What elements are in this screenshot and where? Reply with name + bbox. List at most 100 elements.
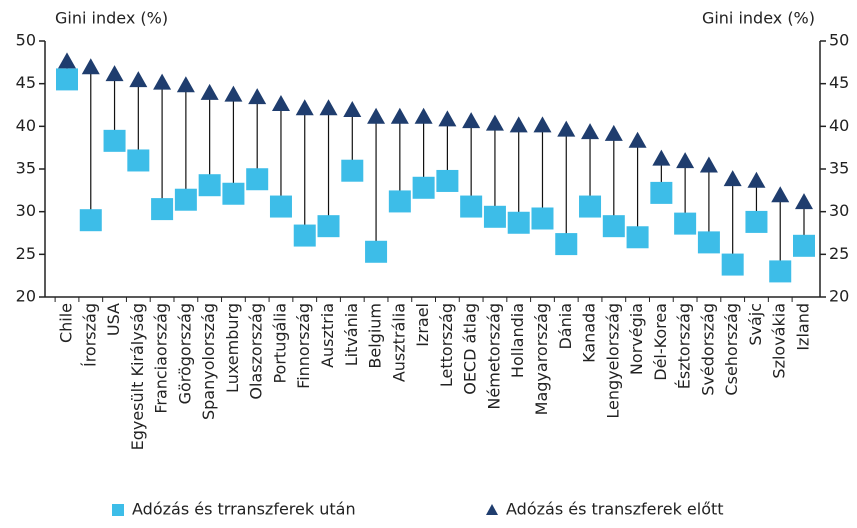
- x-tick-label: Izland: [794, 303, 813, 351]
- triangle-marker: [367, 107, 386, 124]
- y2-tick-label: 20: [829, 287, 849, 306]
- triangle-marker: [176, 76, 195, 93]
- triangle-marker: [414, 107, 433, 124]
- x-tick-label: Hollandia: [508, 303, 527, 378]
- square-marker: [103, 129, 126, 152]
- x-tick-label: Dánia: [556, 303, 575, 350]
- y2-tick-label: 25: [829, 244, 849, 263]
- x-tick-label: Franciaország: [152, 303, 171, 414]
- x-tick-label: Egyesült Királyság: [128, 303, 147, 450]
- triangle-marker: [462, 112, 481, 129]
- legend-label: Adózás és trranszferek után: [132, 500, 356, 519]
- square-marker: [745, 210, 768, 233]
- x-tick-label: Szlovákia: [770, 303, 789, 379]
- triangle-marker: [224, 85, 243, 102]
- square-marker: [674, 212, 697, 235]
- square-marker: [793, 234, 815, 257]
- triangle-marker: [747, 171, 766, 188]
- triangle-marker: [153, 73, 172, 90]
- triangle-marker: [628, 131, 647, 148]
- x-tick-label: Chile: [57, 303, 76, 343]
- x-tick-label: Spanyolország: [199, 303, 218, 420]
- triangle-marker: [795, 193, 813, 210]
- square-marker: [293, 224, 316, 247]
- triangle-marker: [771, 186, 790, 203]
- triangle-marker: [81, 58, 100, 75]
- x-tick-label: Kanada: [580, 303, 599, 363]
- square-marker: [650, 181, 673, 204]
- triangle-marker: [319, 99, 338, 116]
- square-marker: [460, 195, 483, 218]
- square-marker: [127, 149, 150, 172]
- triangle-marker: [604, 124, 623, 141]
- square-marker: [341, 159, 364, 182]
- square-marker: [317, 215, 340, 238]
- square-marker: [483, 205, 506, 228]
- square-marker: [174, 188, 197, 211]
- square-marker: [697, 231, 720, 254]
- x-tick-label: Norvégia: [627, 303, 646, 375]
- y2-tick-label: 40: [829, 116, 849, 135]
- triangle-marker: [438, 110, 457, 127]
- x-tick-label: Ausztrália: [389, 303, 408, 382]
- triangle-marker: [676, 152, 695, 169]
- x-tick-label: Magyarország: [532, 303, 551, 415]
- triangle-marker: [200, 83, 219, 100]
- triangle-marker: [271, 95, 290, 111]
- y2-tick-label: 50: [829, 31, 849, 50]
- square-marker: [222, 182, 245, 205]
- x-tick-label: Litvánia: [342, 303, 361, 366]
- square-marker: [769, 260, 792, 283]
- triangle-marker: [723, 170, 742, 187]
- square-marker: [269, 195, 292, 218]
- y2-tick-label: 35: [829, 159, 849, 178]
- triangle-marker: [581, 123, 600, 140]
- square-marker: [436, 169, 459, 192]
- y-tick-label: 45: [16, 73, 36, 92]
- y-tick-label: 35: [16, 159, 36, 178]
- square-marker: [151, 198, 174, 221]
- triangle-marker: [343, 100, 362, 117]
- y2-axis-title: Gini index (%): [702, 9, 815, 28]
- y-tick-label: 30: [16, 201, 36, 220]
- x-tick-label: Németország: [484, 303, 503, 410]
- x-tick-label: Svájc: [746, 303, 765, 346]
- x-tick-label: Lettország: [437, 303, 456, 387]
- square-marker: [198, 174, 221, 197]
- x-tick-label: Luxemburg: [223, 303, 242, 393]
- triangle-marker: [105, 65, 124, 82]
- square-marker: [531, 207, 554, 230]
- y-tick-label: 25: [16, 244, 36, 263]
- y2-tick-label: 45: [829, 73, 849, 92]
- triangle-marker: [533, 116, 552, 133]
- x-tick-label: OECD átlag: [461, 303, 480, 395]
- square-marker: [579, 195, 602, 218]
- triangle-marker: [248, 88, 267, 105]
- x-tick-label: Belgium: [366, 303, 385, 369]
- square-marker: [246, 168, 269, 191]
- triangle-marker: [509, 116, 528, 133]
- square-marker: [602, 215, 625, 238]
- x-tick-label: Dél-Korea: [651, 303, 670, 381]
- x-tick-label: Görögország: [175, 303, 194, 404]
- x-tick-label: Észtország: [675, 303, 694, 389]
- triangle-marker: [557, 120, 576, 137]
- y-axis-title: Gini index (%): [55, 9, 168, 28]
- x-tick-label: Portugália: [270, 303, 289, 384]
- square-marker: [721, 253, 744, 276]
- square-marker: [56, 68, 78, 91]
- square-marker: [555, 233, 578, 256]
- square-marker: [626, 226, 649, 249]
- y-tick-label: 50: [16, 31, 36, 50]
- square-marker: [79, 209, 102, 232]
- triangle-marker: [699, 156, 718, 173]
- y2-tick-label: 30: [829, 201, 849, 220]
- x-tick-label: Lengyelország: [603, 303, 622, 419]
- triangle-marker: [652, 149, 671, 166]
- x-tick-label: Finnország: [294, 303, 313, 389]
- triangle-marker: [129, 71, 148, 88]
- square-marker: [412, 176, 435, 199]
- triangle-marker: [58, 52, 76, 69]
- y-tick-label: 20: [16, 287, 36, 306]
